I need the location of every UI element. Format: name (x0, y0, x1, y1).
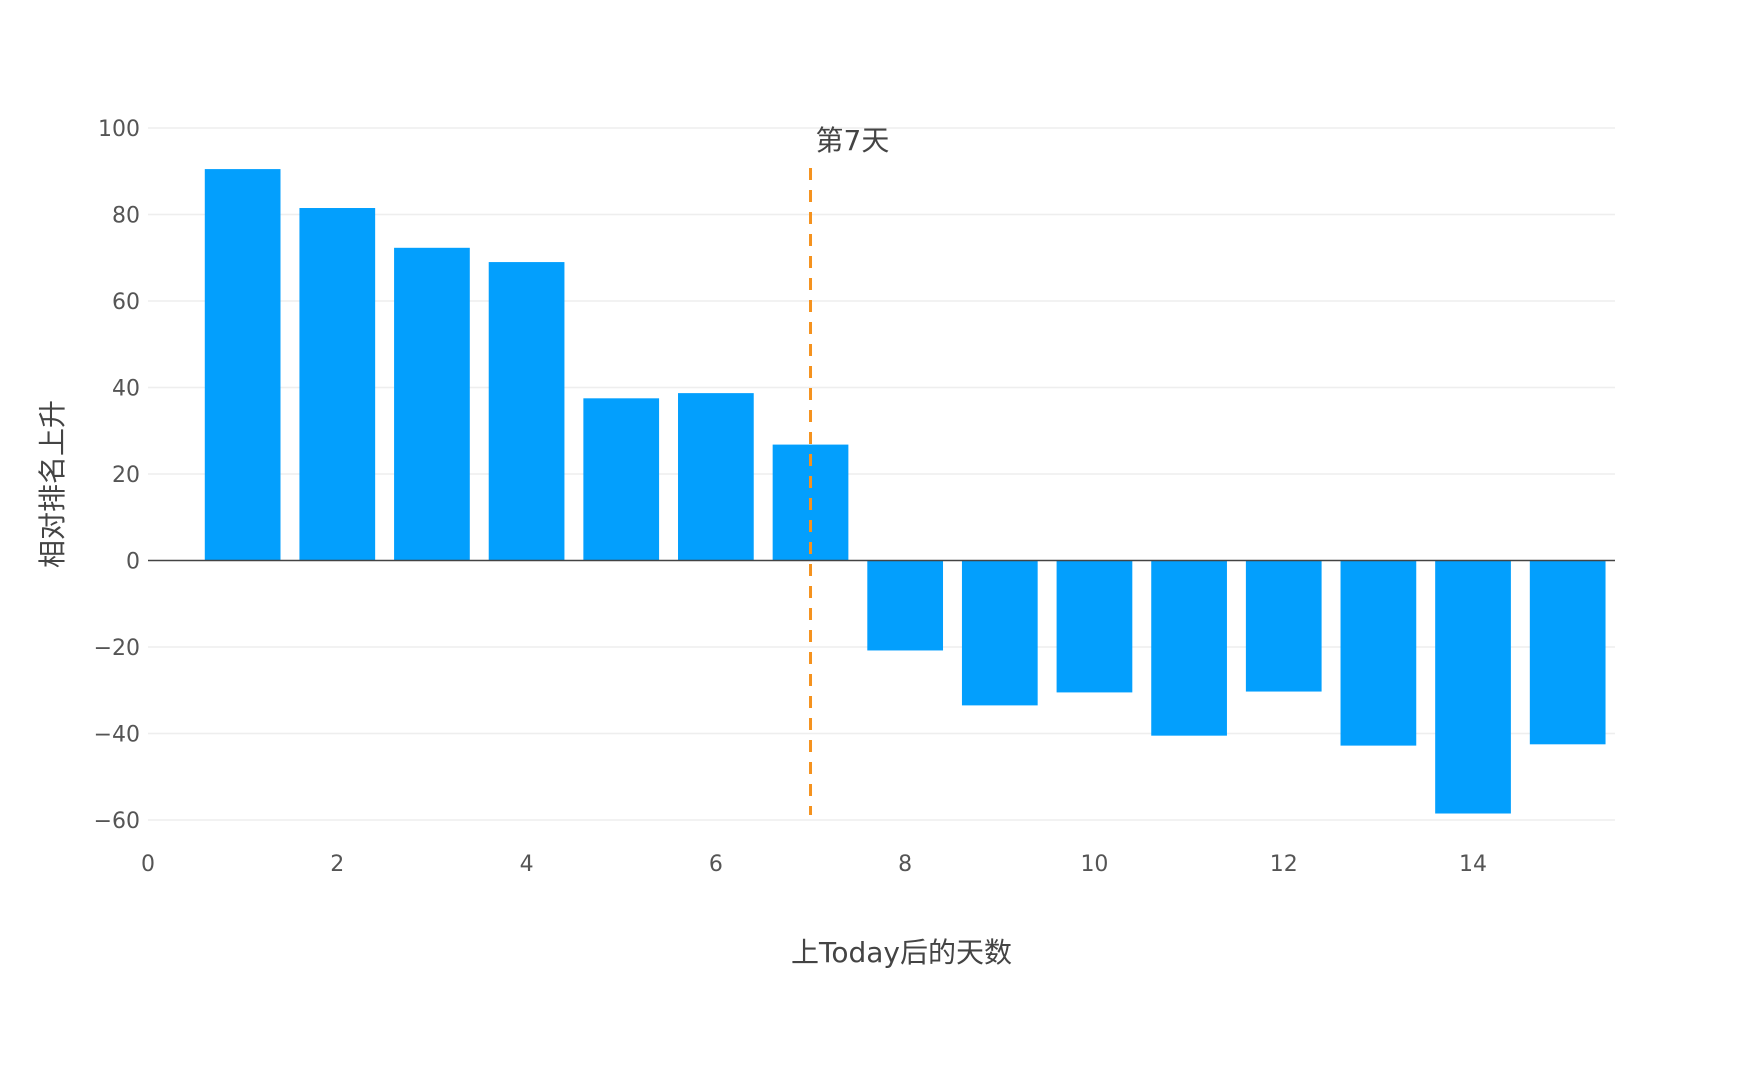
y-tick-labels: 100 80 60 40 20 0 −20 −40 −60 (94, 117, 140, 834)
y-axis-title: 相对排名上升 (36, 400, 69, 568)
y-tick-label: −20 (94, 636, 140, 661)
reference-line-label: 第7天 (816, 124, 890, 157)
bar (1245, 560, 1322, 692)
bar (678, 393, 754, 561)
x-tick-label: 8 (898, 852, 912, 877)
x-tick-label: 12 (1270, 852, 1298, 877)
y-tick-label: −40 (94, 723, 140, 748)
y-tick-label: 0 (126, 550, 140, 575)
x-axis-title: 上Today后的天数 (791, 936, 1012, 969)
bar (1340, 560, 1417, 746)
bar (583, 398, 660, 561)
reference-line-group: 第7天 (809, 124, 890, 815)
bar (961, 560, 1038, 706)
y-tick-label: 20 (112, 463, 140, 488)
bar (1435, 560, 1511, 814)
bar (1529, 560, 1606, 745)
bar (204, 169, 281, 561)
x-tick-label: 6 (709, 852, 723, 877)
x-tick-label: 10 (1080, 852, 1108, 877)
y-tick-label: −60 (94, 809, 140, 834)
y-tick-label: 60 (112, 290, 140, 315)
x-tick-label: 14 (1459, 852, 1487, 877)
y-tick-label: 40 (112, 377, 140, 402)
y-tick-label: 100 (98, 117, 140, 142)
bar (1151, 560, 1227, 736)
x-tick-label: 2 (330, 852, 344, 877)
bar (299, 208, 376, 561)
x-tick-label: 0 (141, 852, 155, 877)
y-tick-label: 80 (112, 204, 140, 229)
bars (204, 169, 1606, 814)
x-tick-labels: 0 2 4 6 8 10 12 14 (141, 852, 1487, 877)
bar (488, 262, 565, 561)
x-tick-label: 4 (520, 852, 534, 877)
bar (394, 247, 470, 561)
bar (867, 560, 944, 651)
bar (1056, 560, 1133, 693)
